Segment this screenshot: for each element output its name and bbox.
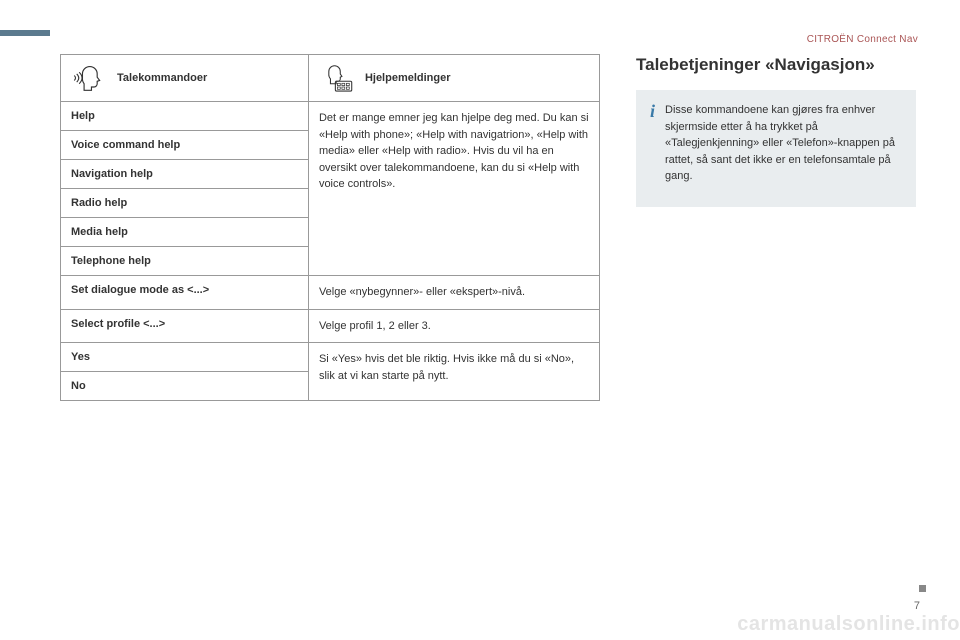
- info-box: i Disse kommandoene kan gjøres fra enhve…: [636, 90, 916, 207]
- command-cell: Voice command help: [61, 131, 309, 160]
- watermark: carmanualsonline.info: [737, 613, 960, 636]
- command-cell: Select profile <...>: [61, 309, 309, 343]
- commands-table-container: Talekommandoer: [60, 54, 600, 401]
- message-cell: Velge profil 1, 2 eller 3.: [308, 309, 599, 343]
- command-cell: Yes: [61, 343, 309, 372]
- content-row: Talekommandoer: [60, 54, 920, 401]
- command-cell: Radio help: [61, 189, 309, 218]
- command-cell: Media help: [61, 218, 309, 247]
- command-cell: Help: [61, 102, 309, 131]
- header-label-messages: Hjelpemeldinger: [365, 72, 451, 84]
- voice-commands-table: Talekommandoer: [60, 54, 600, 401]
- table-row: Yes Si «Yes» hvis det ble riktig. Hvis i…: [61, 343, 600, 372]
- message-cell: Si «Yes» hvis det ble riktig. Hvis ikke …: [308, 343, 599, 401]
- command-cell: Navigation help: [61, 160, 309, 189]
- right-column: Talebetjeninger «Navigasjon» i Disse kom…: [636, 54, 916, 401]
- header-cell-commands: Talekommandoer: [61, 55, 309, 102]
- brand-section-label: CITROËN Connect Nav: [807, 34, 918, 45]
- table-row: Select profile <...> Velge profil 1, 2 e…: [61, 309, 600, 343]
- info-icon: i: [650, 102, 655, 185]
- message-cell: Velge «nybegynner»- eller «ekspert»-nivå…: [308, 276, 599, 310]
- page-number: 7: [914, 600, 920, 612]
- command-cell: Set dialogue mode as <...>: [61, 276, 309, 310]
- message-cell: Det er mange emner jeg kan hjelpe deg me…: [308, 102, 599, 276]
- header-label-commands: Talekommandoer: [117, 72, 207, 84]
- table-header-row: Talekommandoer: [61, 55, 600, 102]
- table-row: Help Det er mange emner jeg kan hjelpe d…: [61, 102, 600, 131]
- page: CITROËN Connect Nav: [0, 0, 960, 640]
- command-cell: No: [61, 372, 309, 401]
- corner-marker: [919, 585, 926, 592]
- header-cell-messages: Hjelpemeldinger: [308, 55, 599, 102]
- section-title: Talebetjeninger «Navigasjon»: [636, 54, 916, 76]
- table-row: Set dialogue mode as <...> Velge «nybegy…: [61, 276, 600, 310]
- voice-keypad-icon: [319, 63, 355, 93]
- voice-head-icon: [71, 63, 107, 93]
- command-cell: Telephone help: [61, 247, 309, 276]
- info-text: Disse kommandoene kan gjøres fra enhver …: [665, 102, 902, 185]
- section-tab: [0, 30, 50, 36]
